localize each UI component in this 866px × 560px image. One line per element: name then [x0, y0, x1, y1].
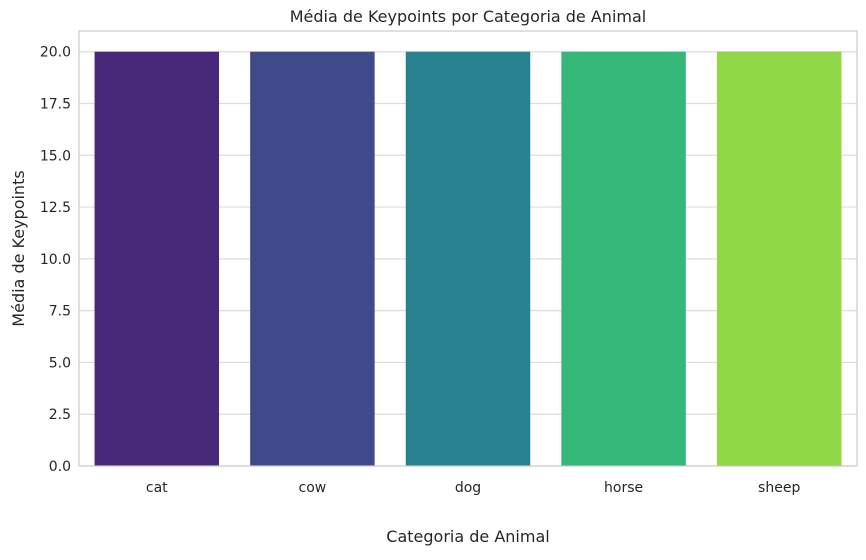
y-tick-label: 5.0 — [49, 355, 71, 371]
y-tick-label: 17.5 — [40, 97, 71, 113]
y-tick-label: 7.5 — [49, 304, 71, 320]
x-tick-label: cat — [146, 480, 168, 496]
y-tick-label: 0.0 — [49, 459, 71, 475]
y-tick-label: 15.0 — [40, 148, 71, 164]
y-tick-label: 2.5 — [49, 407, 71, 423]
bar-cat — [94, 51, 220, 466]
x-tick-label: horse — [604, 480, 643, 496]
y-axis-label: Média de Keypoints — [9, 170, 28, 326]
bar-horse — [561, 51, 686, 466]
x-tick-label: dog — [455, 480, 481, 496]
bar-sheep — [716, 51, 842, 466]
x-tick-label: sheep — [758, 480, 800, 496]
chart-title: Média de Keypoints por Categoria de Anim… — [290, 7, 646, 26]
bar-layer — [94, 51, 842, 466]
x-axis-label: Categoria de Animal — [386, 527, 549, 546]
bar-cow — [250, 51, 375, 466]
y-tick-label: 10.0 — [40, 252, 71, 268]
y-tick-label: 20.0 — [40, 45, 71, 61]
tick-layer: 0.0 2.5 5.0 7.5 10.0 12.5 15.0 17.5 20.0 cat cow do… — [40, 45, 801, 496]
y-tick-label: 12.5 — [40, 200, 71, 216]
x-tick-label: cow — [299, 480, 327, 496]
bar-dog — [405, 51, 531, 466]
plot-frame — [78, 30, 858, 467]
